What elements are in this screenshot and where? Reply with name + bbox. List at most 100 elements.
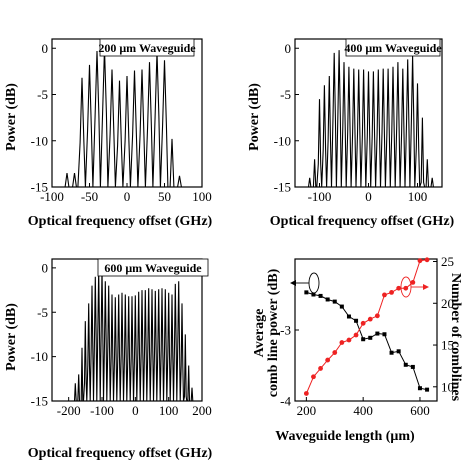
y-axis-label-summary: Average comb line power (dB) (252, 268, 281, 397)
data-point-right (325, 357, 331, 363)
y-axis-label-summary-line2: comb line power (dB) (266, 268, 281, 397)
panel-200um: -100 -50 0 50 100 0 -5 -10 -15 200 μm Waveguide… (4, 38, 213, 229)
y2-tick-label: 25 (441, 254, 454, 269)
spectrum-trace (63, 48, 183, 188)
spectrum-400um (307, 50, 435, 188)
x-ticks-400um: -100 0 100 (308, 183, 427, 204)
x-tick-label: 200 (192, 403, 212, 418)
x-tick-label: -200 (57, 403, 81, 418)
spectrum-200um (63, 48, 183, 188)
x-ticks-summary: 200 400 600 (297, 397, 430, 418)
data-point-right (410, 279, 416, 285)
y-ticks-600um: 0 -5 -10 -15 (31, 260, 56, 409)
data-point-left (325, 297, 330, 302)
data-point-right (360, 320, 366, 326)
x-tick-label: 0 (124, 189, 131, 204)
y-tick-label: -10 (274, 133, 291, 148)
y2-tick-label: 10 (441, 379, 454, 394)
data-point-right (396, 285, 402, 291)
y-tick-label: -4 (280, 394, 291, 409)
data-point-right (382, 292, 387, 298)
x-ticks-600um: -200 -100 0 100 200 (57, 397, 212, 418)
data-point-right (424, 257, 430, 263)
x-axis-label-600um: Optical frequency offset (GHz) (28, 446, 213, 461)
x-tick-label: 0 (132, 403, 139, 418)
left-axis-indicator-ellipse (308, 272, 320, 294)
data-point-left (375, 331, 380, 336)
panel-summary: 200 400 600 -3 -4 10 15 20 25 Waveguide length… (252, 254, 463, 444)
y-tick-label: -10 (31, 133, 48, 148)
y-ticks-200um: 0 -5 -10 -15 (31, 41, 56, 195)
spectrum-trace (73, 268, 194, 402)
x-tick-label: 200 (297, 403, 317, 418)
y-ticks-summary: -3 -4 (280, 323, 299, 409)
y-axis-label-200um: Power (dB) (4, 83, 19, 151)
annotation-box-600um: 600 μm Waveguide (97, 258, 209, 277)
data-point-left (332, 299, 337, 304)
y-tick-label: 0 (42, 41, 49, 56)
y2-axis-label-summary: Number of comblines (448, 273, 463, 402)
annotation-box-200um: 200 μm Waveguide (98, 38, 196, 57)
y-tick-label: -5 (280, 87, 291, 102)
panel-600um: -200 -100 0 100 200 0 -5 -10 -15 600 μm Wavegui… (4, 258, 213, 461)
x-tick-label: -100 (90, 403, 114, 418)
data-point-left (346, 314, 351, 319)
spectrum-600um (73, 268, 194, 402)
y-axis-label-400um: Power (dB) (247, 83, 262, 151)
x-ticks-200um: -100 -50 0 50 100 (40, 183, 212, 204)
data-point-left (311, 292, 316, 297)
y-tick-label: -15 (31, 180, 48, 195)
y-tick-label: 0 (285, 41, 292, 56)
x-axis-label-400um: Optical frequency offset (GHz) (270, 214, 455, 229)
data-point-right (353, 332, 359, 338)
x-tick-label: -50 (81, 189, 98, 204)
data-point-left (410, 364, 415, 369)
data-point-left (382, 332, 387, 337)
data-point-right (303, 391, 309, 396)
y2-tick-label: 15 (441, 338, 454, 353)
data-point-left (339, 304, 344, 309)
data-point-left (354, 318, 359, 323)
data-point-right (339, 340, 345, 345)
data-point-right (318, 366, 323, 371)
annotation-box-400um: 400 μm Waveguide (344, 38, 442, 57)
data-point-right (374, 313, 380, 319)
y-tick-label: -5 (37, 87, 48, 102)
x-tick-label: 400 (353, 403, 373, 418)
y2-tick-label: 20 (441, 296, 454, 311)
data-point-right (332, 350, 338, 355)
annotation-400um: 400 μm Waveguide (344, 41, 442, 55)
data-point-left (403, 362, 408, 367)
x-tick-label: 100 (192, 189, 212, 204)
data-point-left (389, 350, 394, 355)
left-arrow-head (290, 280, 296, 286)
x-tick-label: 100 (159, 403, 179, 418)
data-point-right (367, 316, 373, 322)
right-arrow-head (423, 284, 429, 290)
data-point-right (311, 374, 316, 380)
annotation-600um: 600 μm Waveguide (104, 261, 202, 275)
plot-frame-summary (294, 258, 438, 402)
data-point-left (417, 386, 422, 391)
data-point-left (304, 290, 309, 295)
axis-indicators (290, 272, 429, 298)
y-axis-label-600um: Power (dB) (4, 303, 19, 371)
y-ticks-400um: 0 -5 -10 -15 (274, 41, 299, 195)
data-point-left (396, 349, 401, 354)
data-point-left (361, 337, 366, 342)
x-axis-label-summary: Waveguide length (μm) (275, 429, 415, 444)
x-tick-label: 50 (158, 189, 171, 204)
data-point-right (417, 258, 423, 264)
data-point-right (403, 285, 409, 291)
y-tick-label: -10 (31, 349, 48, 364)
x-axis-label-200um: Optical frequency offset (GHz) (28, 214, 213, 229)
y-tick-label: -15 (31, 394, 48, 409)
x-tick-label: 600 (410, 403, 430, 418)
data-point-left (318, 293, 323, 298)
data-point-right (346, 337, 352, 343)
panel-400um: -100 0 100 0 -5 -10 -15 400 μm Waveguide Opti… (247, 38, 455, 229)
series-line-left (306, 291, 428, 391)
data-point-right (389, 290, 394, 295)
x-tick-label: -100 (40, 189, 64, 204)
series-summary (303, 257, 430, 396)
